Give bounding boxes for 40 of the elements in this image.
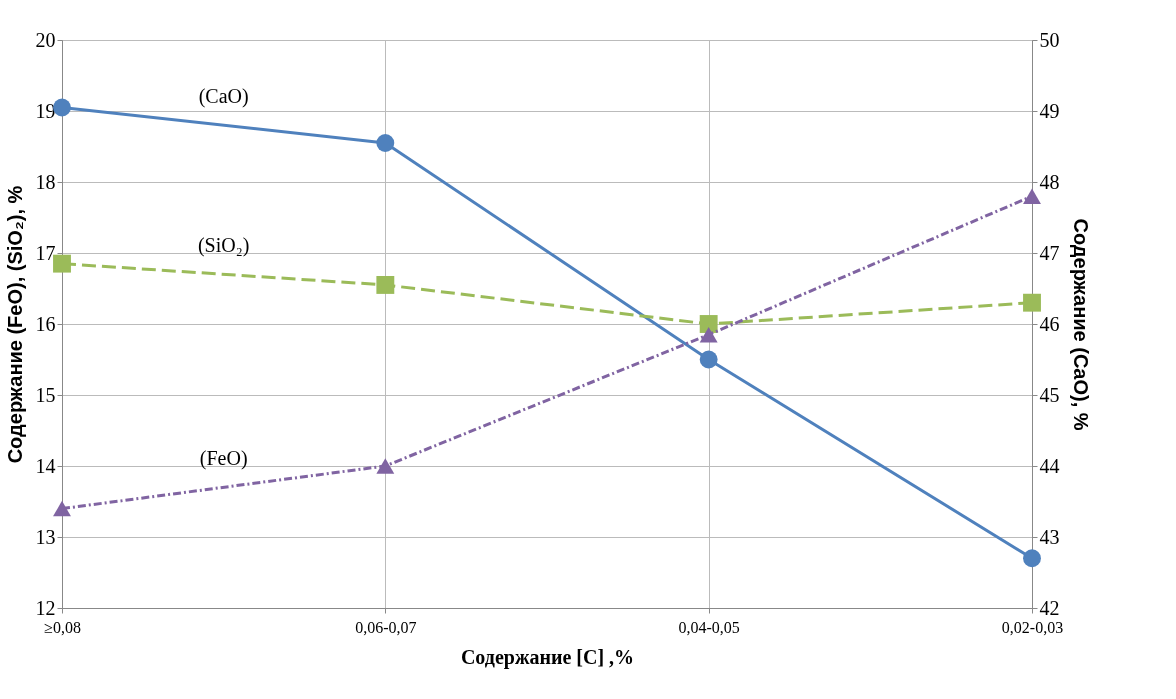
point: [1023, 293, 1041, 312]
y-tick-label: 20: [35, 28, 56, 51]
y-tick-label: 16: [35, 312, 56, 335]
y-tick-label: 14: [35, 454, 56, 477]
x-tick-label: ≥0,08: [44, 618, 81, 636]
y2-tick-label: 49: [1039, 99, 1060, 122]
point: [53, 254, 71, 273]
y2-tick-label: 47: [1039, 241, 1060, 264]
y-axis-title: Содержание (FeO), (SiO₂), %: [3, 185, 26, 464]
y-tick-label: 17: [35, 241, 56, 264]
series-label: (SiO₂): [197, 234, 250, 258]
x-tick-label: 0,04-0,05: [678, 618, 740, 636]
y-tick-label: 12: [35, 596, 56, 619]
point: [376, 134, 395, 152]
y2-axis-title: Содержание (CaO), %: [1069, 218, 1092, 431]
series-label: (FeO): [199, 447, 248, 471]
x-tick-label: 0,06-0,07: [355, 618, 417, 636]
point: [699, 350, 718, 369]
y2-tick-label: 48: [1039, 170, 1060, 193]
point: [53, 98, 71, 117]
y2-tick-label: 46: [1039, 312, 1060, 335]
series-label: (CaO): [198, 85, 249, 109]
point: [53, 500, 71, 517]
point: [699, 326, 718, 343]
y-tick-label: 18: [35, 170, 56, 193]
y2-tick-label: 45: [1039, 383, 1060, 406]
x-axis-title: Содержание [C] ,%: [460, 645, 635, 669]
y2-tick-label: 50: [1039, 28, 1060, 51]
point: [1023, 549, 1041, 568]
x-tick-label: 0,02-0,03: [1001, 618, 1064, 636]
y-tick-label: 13: [35, 525, 56, 548]
y-tick-label: 15: [35, 383, 56, 406]
y2-tick-label: 44: [1039, 454, 1060, 477]
point: [376, 276, 395, 294]
point: [1023, 188, 1041, 204]
point: [376, 458, 395, 474]
y2-tick-label: 43: [1039, 525, 1060, 548]
point: [699, 315, 718, 333]
y2-tick-label: 42: [1039, 596, 1060, 619]
y-tick-label: 19: [35, 99, 56, 122]
